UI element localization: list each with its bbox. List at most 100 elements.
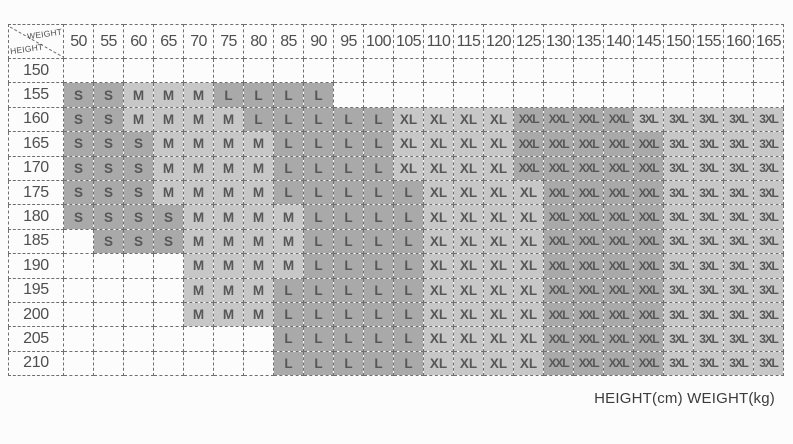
size-cell: XXL xyxy=(543,131,574,157)
size-cell: M xyxy=(183,301,214,328)
height-header-cell: 180 xyxy=(8,204,64,230)
size-cell: M xyxy=(183,277,214,303)
empty-cell xyxy=(183,57,214,84)
size-cell: XXL xyxy=(573,228,604,255)
weight-header-cell: 110 xyxy=(423,24,454,59)
size-cell: XXL xyxy=(603,350,634,377)
size-cell: S xyxy=(123,131,154,157)
size-cell: M xyxy=(183,204,214,230)
size-cell: XXL xyxy=(633,179,664,206)
size-cell: S xyxy=(123,204,154,230)
size-cell: L xyxy=(303,106,334,133)
size-cell: L xyxy=(273,106,304,133)
size-cell: S xyxy=(63,204,94,230)
size-cell: XL xyxy=(453,228,484,255)
size-cell: XL xyxy=(423,277,454,303)
empty-cell xyxy=(423,82,454,108)
weight-header-cell: 125 xyxy=(513,24,544,59)
size-cell: L xyxy=(273,155,304,181)
empty-cell xyxy=(693,57,724,84)
empty-cell xyxy=(123,326,154,352)
size-cell: XXL xyxy=(633,204,664,230)
empty-cell xyxy=(693,82,724,108)
size-cell: M xyxy=(243,228,274,255)
height-header-cell: 175 xyxy=(8,179,64,206)
size-cell: 3XL xyxy=(693,350,724,377)
empty-cell xyxy=(483,57,514,84)
size-cell: S xyxy=(123,155,154,181)
size-cell: 3XL xyxy=(723,155,754,181)
weight-header-cell: 70 xyxy=(183,24,214,59)
size-cell: L xyxy=(333,204,364,230)
size-cell: 3XL xyxy=(663,350,694,377)
size-cell: L xyxy=(363,106,394,133)
size-cell: 3XL xyxy=(723,301,754,328)
size-cell: L xyxy=(303,228,334,255)
size-cell: XL xyxy=(423,350,454,377)
size-cell: L xyxy=(333,253,364,279)
empty-cell xyxy=(543,82,574,108)
size-cell: 3XL xyxy=(753,131,784,157)
size-cell: M xyxy=(213,131,244,157)
size-cell: L xyxy=(303,301,334,328)
size-cell: XXL xyxy=(633,253,664,279)
size-cell: XL xyxy=(423,179,454,206)
table-row: 205 L L L L L XL XL XL XL XXL XXL XXL XXL 3XL 3XL 3XL 3XL xyxy=(8,326,784,352)
size-cell: XL xyxy=(513,301,544,328)
size-cell: M xyxy=(213,155,244,181)
size-cell: M xyxy=(273,204,304,230)
size-cell: L xyxy=(363,277,394,303)
size-cell: XL xyxy=(393,131,424,157)
empty-cell xyxy=(273,57,304,84)
empty-cell xyxy=(213,350,244,377)
size-cell: XXL xyxy=(633,326,664,352)
size-cell: 3XL xyxy=(693,106,724,133)
size-cell: XL xyxy=(393,106,424,133)
empty-cell xyxy=(393,57,424,84)
size-cell: L xyxy=(303,326,334,352)
size-cell: 3XL xyxy=(753,277,784,303)
size-cell: M xyxy=(123,106,154,133)
weight-header-cell: 130 xyxy=(543,24,574,59)
size-cell: L xyxy=(333,131,364,157)
size-cell: S xyxy=(93,204,124,230)
weight-header-cell: 65 xyxy=(153,24,184,59)
corner-cell: WEIGHT HEIGHT xyxy=(8,24,64,59)
weight-header-cell: 150 xyxy=(663,24,694,59)
size-cell: M xyxy=(273,228,304,255)
size-cell: XL xyxy=(453,155,484,181)
size-cell: 3XL xyxy=(663,155,694,181)
size-cell: S xyxy=(123,179,154,206)
size-cell: XL xyxy=(513,350,544,377)
size-cell: XL xyxy=(483,204,514,230)
weight-header-row: WEIGHT HEIGHT 50 55 60 65 70 75 80 85 90 95 100 105… xyxy=(8,24,784,59)
size-cell: XXL xyxy=(573,326,604,352)
size-cell: XXL xyxy=(513,155,544,181)
size-cell: S xyxy=(63,131,94,157)
table-row: 150 xyxy=(8,57,784,84)
empty-cell xyxy=(453,82,484,108)
size-cell: 3XL xyxy=(633,106,664,133)
size-cell: M xyxy=(183,228,214,255)
empty-cell xyxy=(183,350,214,377)
size-cell: XXL xyxy=(573,131,604,157)
size-cell: S xyxy=(153,228,184,255)
size-cell: L xyxy=(273,350,304,377)
size-cell: M xyxy=(213,179,244,206)
weight-header-cell: 105 xyxy=(393,24,424,59)
size-cell: M xyxy=(183,253,214,279)
weight-header-cell: 60 xyxy=(123,24,154,59)
size-cell: XL xyxy=(453,204,484,230)
empty-cell xyxy=(753,57,784,84)
size-cell: M xyxy=(213,204,244,230)
empty-cell xyxy=(63,350,94,377)
size-cell: L xyxy=(363,204,394,230)
size-cell: 3XL xyxy=(693,277,724,303)
size-cell: XXL xyxy=(543,301,574,328)
weight-header-cell: 140 xyxy=(603,24,634,59)
empty-cell xyxy=(63,277,94,303)
size-cell: 3XL xyxy=(753,155,784,181)
size-cell: XXL xyxy=(543,253,574,279)
size-cell: XL xyxy=(423,155,454,181)
empty-cell xyxy=(153,253,184,279)
